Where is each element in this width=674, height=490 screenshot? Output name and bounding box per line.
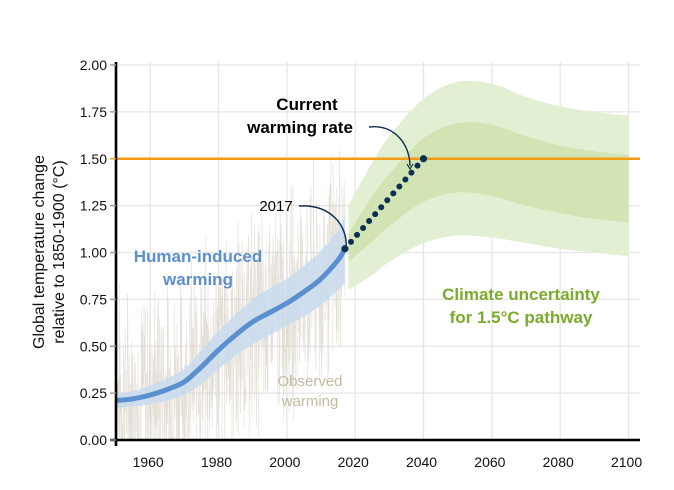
axes <box>110 62 640 446</box>
current-rate-dot <box>341 245 349 253</box>
y-tick-label: 1.25 <box>80 198 107 214</box>
y-tick-label: 0.75 <box>80 291 107 307</box>
current-rate-dot <box>366 218 373 225</box>
x-tick-label: 2080 <box>543 454 574 470</box>
annotation-observed-line-2: warming <box>281 393 339 410</box>
tick-labels: 0.00 0.25 0.50 0.75 1.00 1.25 1.50 1.75 2.00 1960… <box>80 57 643 470</box>
annotation-human-induced-line-2: warming <box>162 270 233 289</box>
current-rate-dot <box>408 169 415 176</box>
y-tick-label: 0.25 <box>80 385 107 401</box>
annotation-climate-uncertainty-line-2: for 1.5°C pathway <box>450 308 593 327</box>
current-rate-dot <box>378 204 385 211</box>
current-rate-dot <box>360 224 367 231</box>
climate-uncertainty-inner-band <box>348 122 629 262</box>
current-rate-dot <box>384 197 391 204</box>
y-tick-label: 1.75 <box>80 104 107 120</box>
current-rate-dot <box>354 231 361 238</box>
x-tick-label: 2060 <box>474 454 505 470</box>
human-induced-series <box>115 215 348 409</box>
human-induced-band <box>116 215 345 409</box>
annotation-human-induced-line-1: Human-induced <box>134 247 262 266</box>
arrowhead-icon <box>406 163 414 171</box>
x-tick-label: 2040 <box>406 454 437 470</box>
annotation-observed: Observed warming <box>277 373 342 410</box>
y-axis-title-line-2: relative to 1850-1900 (°C) <box>51 160 68 343</box>
current-rate-dot <box>396 183 403 190</box>
x-tick-label: 2020 <box>338 454 369 470</box>
annotation-2017: 2017 <box>259 198 347 249</box>
y-tick-label: 0.50 <box>80 338 107 354</box>
climate-uncertainty-bands <box>348 80 629 291</box>
annotation-observed-line-1: Observed <box>277 373 342 390</box>
annotation-climate-uncertainty-line-1: Climate uncertainty <box>442 285 600 304</box>
current-rate-dot <box>414 162 421 169</box>
annotation-current-rate: Current warming rate <box>246 95 414 171</box>
annotation-2017-label: 2017 <box>259 198 292 215</box>
annotation-current-rate-line-2: warming rate <box>246 118 353 137</box>
y-axis-title: Global temperature change relative to 18… <box>31 155 68 349</box>
current-rate-dot <box>372 211 379 218</box>
current-rate-dot <box>347 238 354 245</box>
y-tick-label: 0.00 <box>80 432 107 448</box>
annotation-current-rate-arrow <box>368 126 411 167</box>
y-axis-title-line-1: Global temperature change <box>31 155 48 349</box>
current-rate-dot <box>390 190 397 197</box>
x-tick-label: 1980 <box>201 454 232 470</box>
y-tick-label: 2.00 <box>80 57 107 73</box>
human-induced-line <box>115 247 348 404</box>
annotation-2017-leader <box>298 205 347 249</box>
y-tick-label: 1.50 <box>80 151 107 167</box>
y-tick-label: 1.00 <box>80 245 107 261</box>
x-tick-label: 1960 <box>133 454 164 470</box>
annotation-current-rate-line-1: Current <box>276 95 338 114</box>
x-tick-label: 2000 <box>269 454 300 470</box>
annotation-climate-uncertainty: Climate uncertainty for 1.5°C pathway <box>442 285 600 327</box>
current-rate-dot <box>402 176 409 183</box>
x-tick-label: 2100 <box>611 454 642 470</box>
annotation-human-induced: Human-induced warming <box>134 247 262 289</box>
current-rate-dot <box>419 155 428 163</box>
